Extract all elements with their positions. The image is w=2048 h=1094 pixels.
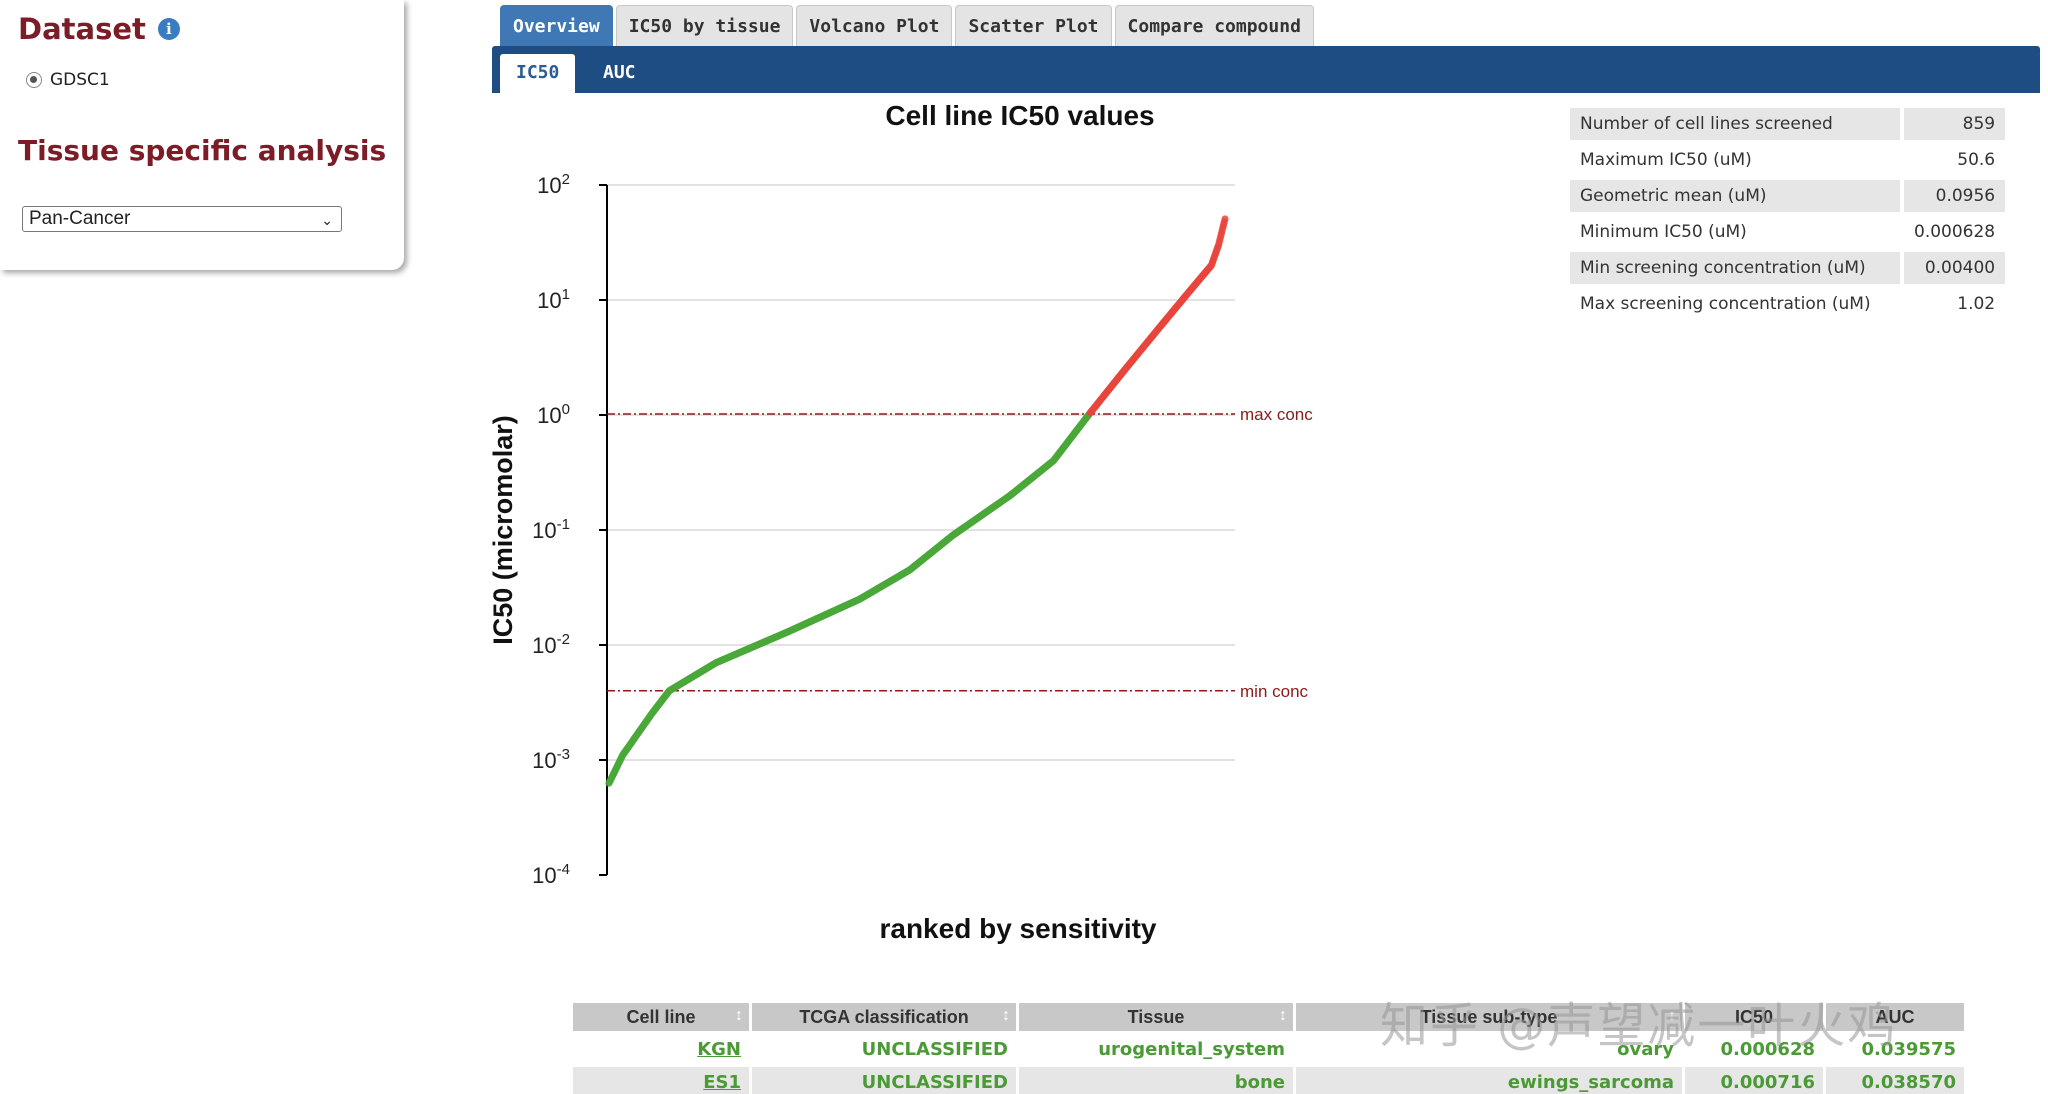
y-tick-label: 10-4 (532, 861, 570, 888)
tab-overview[interactable]: Overview (500, 5, 613, 46)
stat-label: Max screening concentration (uM) (1580, 294, 1871, 314)
stat-value: 0.0956 (1900, 180, 2006, 212)
stat-value: 1.02 (1900, 288, 2005, 320)
tab-compare-compound[interactable]: Compare compound (1114, 5, 1314, 46)
y-axis-label: IC50 (micromolar) (490, 415, 518, 645)
col-header-ic50[interactable]: IC50 (1685, 1003, 1823, 1031)
tcga-cell: UNCLASSIFIED (752, 1067, 1016, 1094)
sort-icon[interactable]: ↕ (1002, 1007, 1010, 1024)
stats-row: Number of cell lines screened 859 (1570, 108, 2006, 140)
subtab-ic50[interactable]: IC50 (500, 54, 576, 93)
tab-volcano-plot[interactable]: Volcano Plot (796, 5, 953, 46)
chevron-down-icon: ⌄ (321, 212, 333, 228)
data-points (605, 215, 1229, 787)
tab-ic50-by-tissue[interactable]: IC50 by tissue (615, 5, 794, 46)
tcga-cell: UNCLASSIFIED (861, 1038, 1008, 1060)
cell-line-link[interactable]: KGN (697, 1038, 741, 1060)
dataset-radio-option[interactable]: GDSC1 (26, 70, 110, 90)
tissue-select-value: Pan-Cancer (29, 208, 131, 229)
watermark: 知乎 @声望减一叶火鸡 (1380, 998, 1898, 1054)
stats-table: Number of cell lines screened 859 Maximum … (1570, 104, 2006, 324)
tissue-heading: Tissue specific analysis (18, 134, 387, 167)
cell-line-link[interactable]: ES1 (573, 1067, 749, 1094)
stats-row: Min screening concentration (uM) 0.00400 (1570, 252, 2006, 284)
tissue-select[interactable]: Pan-Cancer ⌄ (22, 206, 342, 232)
col-header-cell-line[interactable]: Cell line ↕ (573, 1003, 749, 1031)
stat-label: Minimum IC50 (uM) (1580, 222, 1747, 242)
stats-row: Geometric mean (uM) 0.0956 (1570, 180, 2006, 212)
ic50-cell: 0.000628 (1720, 1038, 1815, 1060)
info-icon[interactable]: i (157, 18, 180, 40)
stat-label: Maximum IC50 (uM) (1580, 150, 1752, 170)
table-row: ES1 UNCLASSIFIED bone ewings_sarcoma 0.0… (573, 1067, 1964, 1094)
col-header-tissue[interactable]: Tissue ↕ (1019, 1003, 1293, 1031)
dataset-title-text: Dataset (18, 12, 146, 46)
chart-gridlines (607, 184, 1235, 761)
subtype-cell: ewings_sarcoma (1296, 1067, 1682, 1094)
col-header-auc[interactable]: AUC (1826, 1003, 1964, 1031)
stat-label: Geometric mean (uM) (1570, 180, 1900, 212)
tissue-cell: urogenital_system (1098, 1038, 1285, 1060)
subtab-auc[interactable]: AUC (603, 62, 636, 83)
col-header-subtype[interactable]: Tissue sub-type ↕ (1296, 1003, 1682, 1031)
stat-value: 0.00400 (1900, 252, 2006, 284)
ic50-chart: Cell line IC50 values 10-410-310-210-110… (490, 100, 1313, 944)
reference-line-label: min conc (1240, 682, 1309, 701)
reference-line-label: max conc (1240, 405, 1313, 424)
stat-label: Min screening concentration (uM) (1570, 252, 1900, 284)
subtab-bar: IC50 AUC (492, 46, 2040, 93)
table-row: KGN UNCLASSIFIED urogenital_system ovary… (573, 1034, 1964, 1064)
dataset-heading: Dataset i (18, 12, 180, 46)
sidebar-panel: Dataset i GDSC1 Tissue specific analysis… (0, 0, 404, 270)
y-tick-label: 102 (537, 171, 570, 198)
stat-value: 50.6 (1900, 144, 2005, 176)
chart-title: Cell line IC50 values (885, 100, 1154, 131)
stat-value: 859 (1900, 108, 2006, 140)
y-tick-label: 10-1 (532, 516, 570, 543)
stat-value: 0.000628 (1900, 216, 2005, 248)
dataset-option-label: GDSC1 (50, 70, 110, 90)
stats-row: Minimum IC50 (uM) 0.000628 (1570, 216, 2005, 248)
col-header-tcga[interactable]: TCGA classification ↕ (752, 1003, 1016, 1031)
data-point (1221, 215, 1229, 223)
main-tabs: Overview IC50 by tissue Volcano Plot Sca… (500, 5, 1317, 46)
stats-row: Maximum IC50 (uM) 50.6 (1570, 144, 2005, 176)
y-tick-label: 101 (537, 286, 570, 313)
auc-cell: 0.038570 (1826, 1067, 1964, 1094)
stats-row: Max screening concentration (uM) 1.02 (1570, 288, 2005, 320)
y-tick-label: 10-2 (532, 631, 570, 658)
sort-icon[interactable]: ↕ (735, 1007, 743, 1024)
tissue-cell: bone (1019, 1067, 1293, 1094)
y-axis-ticks: 10-4 10-3 10-2 10-1 100 101 102 (532, 171, 607, 888)
auc-cell: 0.039575 (1861, 1038, 1956, 1060)
reference-lines: max conc min conc (607, 405, 1313, 701)
y-tick-label: 10-3 (532, 746, 570, 773)
sort-icon[interactable]: ↕ (1279, 1007, 1287, 1024)
cell-line-table: Cell line ↕ TCGA classification ↕ Tissue ↕ … (570, 1000, 1967, 1094)
sort-icon[interactable]: ↕ (1668, 1007, 1676, 1024)
radio-icon[interactable] (26, 72, 42, 88)
x-axis-label: ranked by sensitivity (879, 913, 1156, 944)
tab-scatter-plot[interactable]: Scatter Plot (955, 5, 1112, 46)
stat-label: Number of cell lines screened (1570, 108, 1900, 140)
ic50-cell: 0.000716 (1685, 1067, 1823, 1094)
subtype-cell: ovary (1617, 1038, 1674, 1060)
y-tick-label: 100 (537, 401, 570, 428)
